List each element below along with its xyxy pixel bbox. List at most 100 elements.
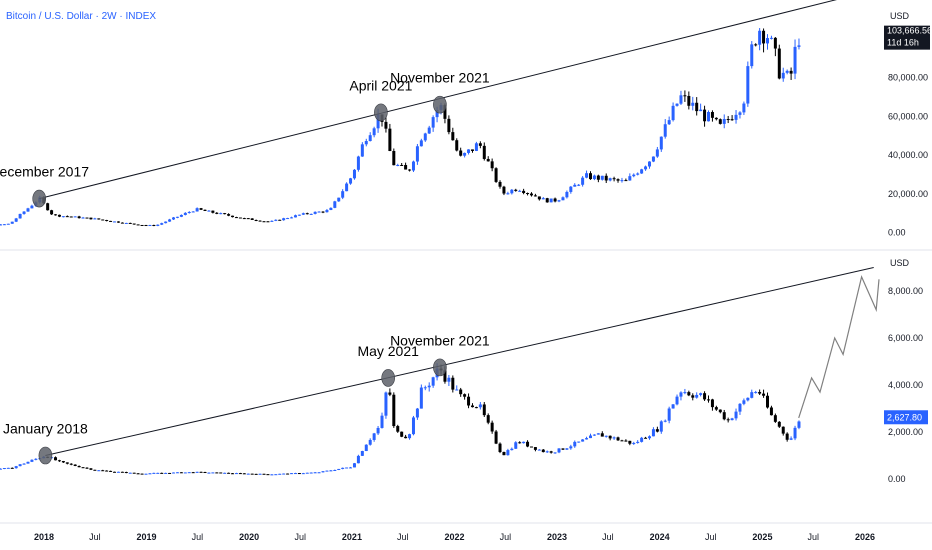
annotation-label: November 2021 <box>390 70 490 86</box>
candle-body <box>93 469 97 471</box>
candle-body <box>581 439 585 442</box>
candle-body <box>679 392 683 397</box>
candle-body <box>687 95 691 106</box>
candle-body <box>620 180 624 182</box>
candle-body <box>305 213 309 215</box>
candle-body <box>65 216 69 218</box>
candle-body <box>427 127 431 134</box>
candle-body <box>628 440 632 444</box>
candle-body <box>596 433 600 435</box>
candle-body <box>636 441 640 443</box>
candle-body <box>710 112 714 118</box>
candle-body <box>408 169 412 171</box>
candle-body <box>675 396 679 405</box>
candle-body <box>474 143 478 151</box>
candle-body <box>223 472 227 474</box>
candle-body <box>644 166 648 170</box>
candle-body <box>152 472 156 474</box>
candles <box>0 363 801 476</box>
candle-body <box>89 468 93 470</box>
candle-body <box>199 471 203 473</box>
candle-body <box>647 436 651 439</box>
candle-body <box>105 220 109 222</box>
candle-body <box>356 455 360 464</box>
candle-body <box>404 436 408 439</box>
candle-body <box>388 392 392 395</box>
candle-body <box>266 221 270 223</box>
candle-body <box>734 114 738 120</box>
candle-body <box>266 474 270 476</box>
candle-body <box>486 415 490 423</box>
candle-body <box>293 215 297 218</box>
candle-body <box>695 394 699 398</box>
candle-body <box>553 452 557 454</box>
candle-body <box>227 472 231 474</box>
candle-body <box>175 472 179 474</box>
last-price-value: 103,666.56 <box>887 26 932 36</box>
candle-body <box>738 112 742 115</box>
candle-body <box>691 395 695 398</box>
candle-body <box>156 224 160 226</box>
x-tick-label: 2025 <box>752 532 772 542</box>
candle-body <box>183 472 187 474</box>
currency-label: USD <box>890 11 910 21</box>
candle-body <box>297 214 301 216</box>
candle-body <box>518 442 522 444</box>
candle-body <box>714 117 718 120</box>
annotation-label: December 2017 <box>0 164 89 180</box>
candle-body <box>537 196 541 200</box>
candle-body <box>278 473 282 475</box>
candle-body <box>486 158 490 162</box>
candle-body <box>388 128 392 152</box>
candle-body <box>360 451 364 456</box>
candle-body <box>463 394 467 397</box>
candle-body <box>498 181 502 187</box>
x-tick-label: 2021 <box>342 532 362 542</box>
candle-body <box>604 175 608 181</box>
candle-body <box>734 411 738 419</box>
x-tick-label: Jul <box>294 532 306 542</box>
candle-body <box>577 441 581 443</box>
candle-body <box>140 224 144 226</box>
candle-body <box>565 191 569 198</box>
candle-body <box>136 224 140 226</box>
candle-body <box>494 168 498 182</box>
candle-body <box>573 441 577 447</box>
candle-body <box>541 198 545 200</box>
candle-body <box>553 198 557 202</box>
candle-body <box>510 448 514 451</box>
candle-body <box>238 217 242 219</box>
x-tick-label: 2018 <box>34 532 54 542</box>
candle-body <box>160 472 164 474</box>
candle-body <box>113 471 117 473</box>
x-axis: 2018 Jul 2019 Jul 2020 Jul 2021 Jul 2022 Jul 2023 J… <box>34 532 875 542</box>
candle-body <box>329 470 333 472</box>
candle-body <box>69 463 73 465</box>
candle-body <box>577 184 581 186</box>
candle-body <box>81 217 85 219</box>
candle-body <box>73 464 77 466</box>
candle-body <box>57 214 61 217</box>
currency-label: USD <box>890 258 910 268</box>
candle-body <box>651 429 655 437</box>
candle-body <box>585 173 589 178</box>
candle-body <box>172 217 176 220</box>
candle-body <box>120 471 124 473</box>
candle-body <box>368 439 372 445</box>
candle-body <box>175 216 179 218</box>
candle-body <box>396 426 400 432</box>
candle-body <box>120 222 124 224</box>
candle-body <box>258 220 262 222</box>
candle-body <box>309 213 313 215</box>
candle-body <box>274 219 278 221</box>
candle-body <box>2 468 6 470</box>
x-tick-label: 2023 <box>547 532 567 542</box>
y-axis: USD 8,000.00 6,000.00 4,000.00 2,000.00 0.00 2… <box>884 258 928 484</box>
candle-body <box>81 467 85 469</box>
candle-body <box>2 224 6 226</box>
candle-body <box>203 209 207 211</box>
candle-body <box>219 472 223 474</box>
candle-body <box>61 461 65 463</box>
candle-body <box>179 214 183 217</box>
candle-body <box>254 473 258 475</box>
